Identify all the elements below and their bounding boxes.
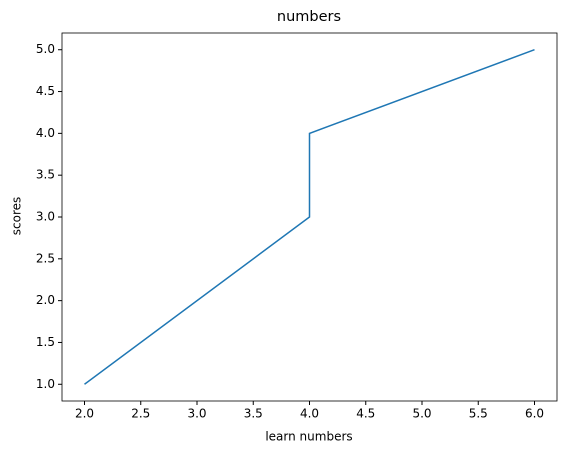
- y-tick-label: 2.0: [36, 293, 55, 307]
- chart-title: numbers: [277, 9, 341, 25]
- y-axis-label: scores: [10, 197, 24, 236]
- y-tick-label: 3.5: [36, 168, 55, 182]
- y-tick-label: 1.0: [36, 377, 55, 391]
- y-tick-label: 3.0: [36, 210, 55, 224]
- x-tick-label: 5.5: [469, 407, 488, 421]
- x-tick-label: 3.0: [187, 407, 206, 421]
- x-tick-label: 4.5: [356, 407, 375, 421]
- y-tick-label: 1.5: [36, 335, 55, 349]
- y-tick-label: 4.5: [36, 84, 55, 98]
- plot-frame: [61, 32, 558, 402]
- x-tick-label: 6.0: [525, 407, 544, 421]
- y-tick-label: 2.5: [36, 251, 55, 265]
- x-axis-label: learn numbers: [265, 430, 352, 444]
- x-tick-label: 2.0: [75, 407, 94, 421]
- x-tick-label: 4.0: [300, 407, 319, 421]
- x-tick-label: 2.5: [131, 407, 150, 421]
- x-tick-label: 3.5: [244, 407, 263, 421]
- y-tick-label: 4.0: [36, 126, 55, 140]
- line-series: [84, 49, 535, 385]
- y-tick-label: 5.0: [36, 42, 55, 56]
- x-tick-label: 5.0: [412, 407, 431, 421]
